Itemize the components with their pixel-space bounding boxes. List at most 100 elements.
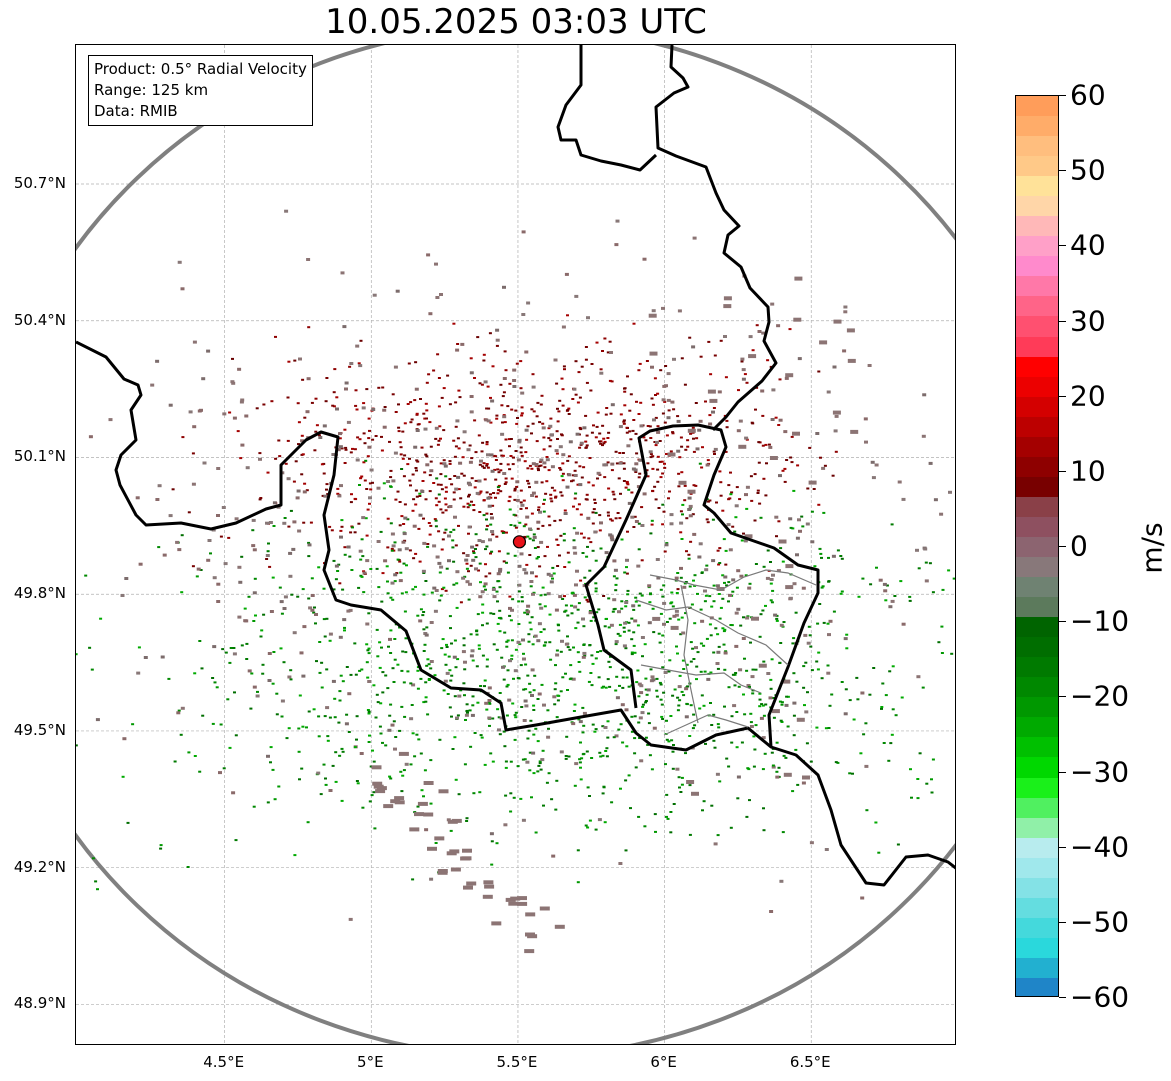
echo-pixel [605,755,609,758]
echo-pixel [503,823,508,827]
echo-pixel [338,437,342,440]
echo-pixel [451,546,455,549]
echo-pixel [90,668,94,671]
echo-pixel [636,564,641,568]
echo-pixel [786,725,790,728]
echo-pixel [824,727,828,730]
echo-pixel [496,486,500,489]
echo-pixel [757,461,761,464]
radar-map[interactable] [75,44,956,1045]
echo-pixel [435,555,440,559]
echo-pixel [445,643,448,646]
echo-pixel [577,718,581,721]
echo-pixel [485,524,489,527]
echo-pixel [615,577,619,580]
echo-pixel [650,675,655,679]
echo-pixel [343,553,347,556]
echo-pixel [770,302,775,306]
echo-pixel [795,680,799,683]
echo-pixel [571,398,575,400]
echo-pixel [603,498,607,501]
echo-pixel [627,488,631,491]
echo-pixel [351,526,354,529]
colorbar-segment [1016,216,1058,238]
echo-pixel [245,658,249,660]
echo-pixel [367,417,371,420]
echo-pixel [671,431,675,434]
echo-pixel [747,586,752,590]
echo-pixel [393,573,398,577]
echo-pixel [425,417,428,420]
echo-pixel [540,481,544,484]
echo-pixel [792,734,796,737]
echo-pixel [454,778,458,781]
echo-pixel [940,625,944,628]
echo-pixel [492,492,496,494]
echo-pixel [622,630,626,633]
echo-pixel [297,727,301,730]
echo-pixel [527,633,531,636]
echo-pixel [761,331,766,335]
echo-pixel [539,906,550,911]
echo-pixel [558,595,563,599]
echo-pixel [414,585,417,588]
radar-site-dot [512,535,527,549]
echo-pixel [809,760,813,763]
echo-pixel [629,438,633,441]
echo-pixel [670,739,674,742]
echo-pixel [614,589,618,592]
echo-pixel [481,654,485,657]
echo-pixel [436,443,440,446]
echo-pixel [207,539,212,542]
echo-pixel [698,462,702,465]
echo-pixel [222,767,226,770]
echo-pixel [549,658,553,661]
echo-pixel [579,443,583,446]
echo-pixel [308,606,313,610]
echo-pixel [522,499,526,502]
echo-pixel [538,603,542,606]
echo-pixel [475,665,479,668]
echo-pixel [736,797,740,800]
echo-pixel [390,723,395,727]
echo-pixel [931,591,935,594]
echo-pixel [362,591,366,594]
echo-pixel [409,484,412,487]
echo-pixel [608,340,612,343]
echo-pixel [422,572,426,574]
echo-pixel [676,652,679,655]
echo-pixel [705,463,710,467]
colorbar-segment [1016,156,1058,178]
echo-pixel [460,856,471,861]
echo-pixel [367,712,371,715]
echo-pixel [588,569,592,572]
echo-pixel [625,745,629,748]
echo-pixel [465,580,470,584]
echo-pixel [406,463,410,466]
echo-pixel [771,697,775,699]
echo-pixel [672,357,676,361]
echo-pixel [542,436,546,439]
echo-pixel [345,666,349,668]
echo-pixel [341,750,345,753]
echo-pixel [332,559,336,562]
echo-pixel [272,525,276,527]
echo-pixel [536,401,540,404]
echo-pixel [188,410,193,414]
echo-pixel [438,599,442,602]
echo-pixel [667,409,671,412]
echo-pixel [449,531,453,534]
echo-pixel [532,689,536,692]
echo-pixel [620,668,624,671]
echo-pixel [597,676,601,679]
echo-pixel [542,510,546,513]
echo-pixel [656,480,660,483]
echo-pixel [564,609,568,612]
echo-pixel [789,526,793,529]
echo-pixel [619,492,622,495]
echo-pixel [602,463,607,467]
echo-pixel [427,522,431,524]
echo-pixel [647,621,652,625]
echo-pixel [687,553,691,556]
echo-pixel [259,497,263,499]
